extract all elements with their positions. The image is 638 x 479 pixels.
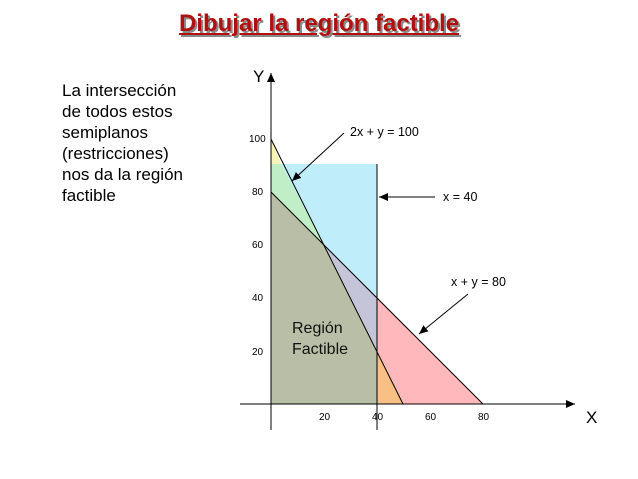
light-green-region	[271, 164, 324, 245]
line-2x-plus-y-100	[270, 138, 404, 405]
description-line: La intersección	[62, 81, 177, 100]
y-tick-label: 100	[249, 134, 266, 145]
x-axis-label: X	[586, 408, 597, 427]
description-line: semiplanos	[62, 123, 148, 142]
description-line: factible	[62, 186, 116, 205]
constraint-label-x-plus-y: x + y = 80	[451, 275, 506, 289]
x-tick-label: 40	[372, 412, 384, 423]
constraint-label-x-40: x = 40	[443, 190, 477, 204]
pointer-arrow-2x-plus-y	[291, 132, 345, 182]
feasible-region	[271, 192, 377, 404]
constraint-label-2x-plus-y: 2x + y = 100	[350, 125, 419, 139]
y-axis-label: Y	[253, 67, 264, 86]
x-tick-label: 80	[478, 412, 490, 423]
region-label-line: Factible	[292, 341, 348, 358]
x-tick-label: 60	[425, 412, 437, 423]
x-tick-label: 20	[319, 412, 331, 423]
y-tick-label: 40	[252, 293, 264, 304]
light-yellow-region	[271, 139, 281, 164]
pointer-arrow-x-plus-y	[418, 293, 469, 335]
description-line: de todos estos	[62, 102, 173, 121]
y-tick-label: 80	[252, 187, 264, 198]
light-blue-region	[281, 164, 377, 298]
y-tick-label: 60	[252, 240, 264, 251]
page-title: Dibujar la región factible	[178, 10, 460, 37]
region-label-line: Región	[292, 320, 343, 337]
description-text: La intersección de todos estos semiplano…	[62, 80, 212, 206]
y-tick-label: 20	[252, 347, 264, 358]
description-line: (restricciones)	[62, 144, 169, 163]
description-line: nos da la región	[62, 165, 183, 184]
